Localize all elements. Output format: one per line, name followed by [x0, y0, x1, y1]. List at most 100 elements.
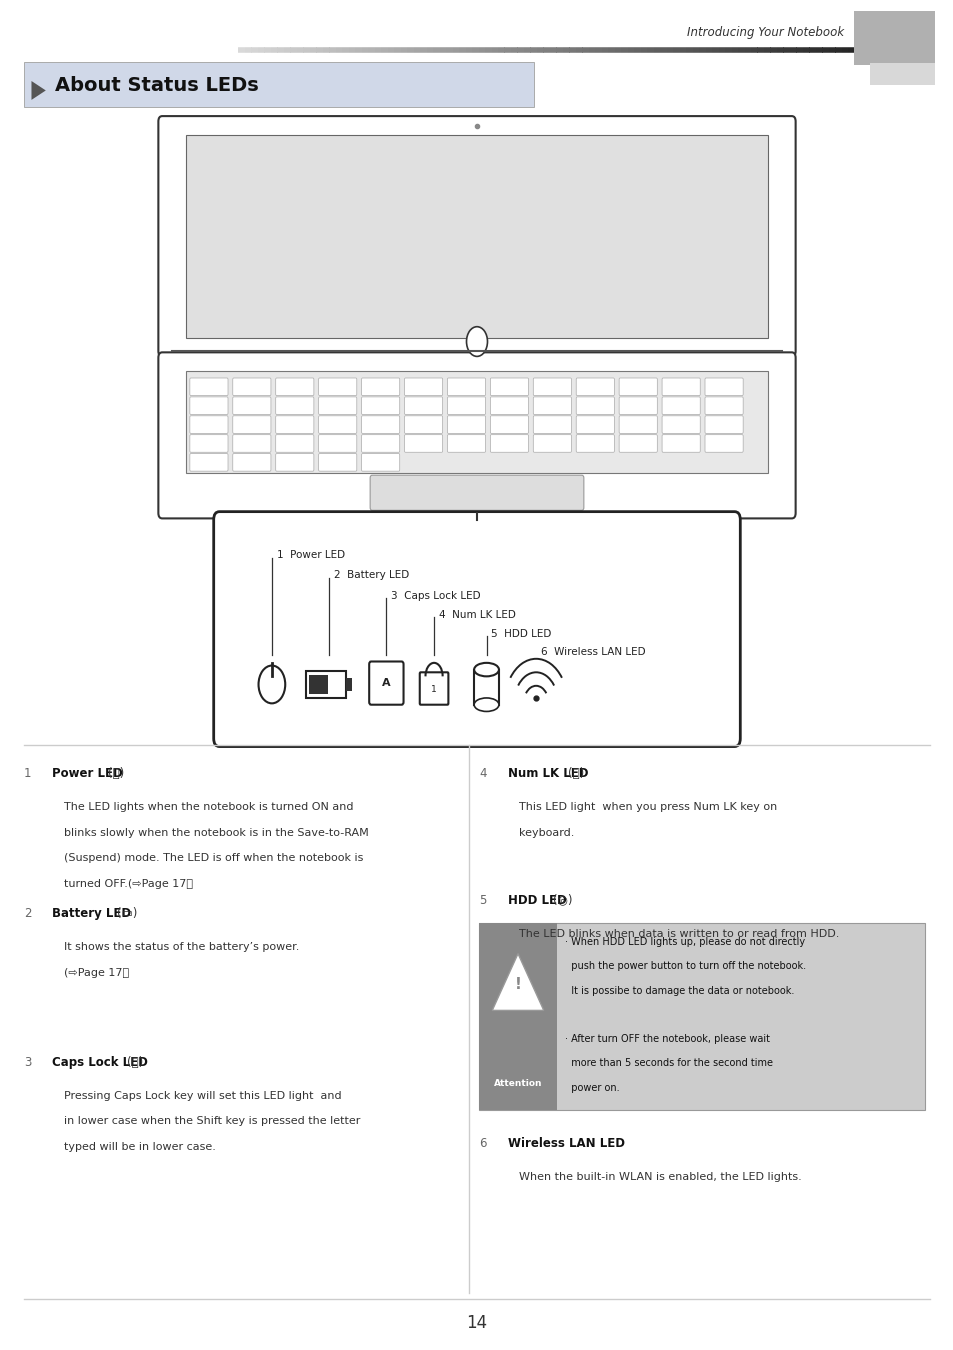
Text: It shows the status of the battery’s power.: It shows the status of the battery’s pow…: [64, 942, 299, 952]
Text: Power LED: Power LED: [52, 767, 123, 780]
FancyBboxPatch shape: [275, 454, 314, 471]
FancyBboxPatch shape: [369, 662, 403, 705]
FancyBboxPatch shape: [533, 416, 571, 433]
FancyBboxPatch shape: [318, 435, 356, 452]
Text: 1  Power LED: 1 Power LED: [276, 551, 344, 560]
FancyBboxPatch shape: [318, 416, 356, 433]
FancyBboxPatch shape: [233, 435, 271, 452]
FancyBboxPatch shape: [361, 454, 399, 471]
FancyBboxPatch shape: [474, 670, 498, 705]
FancyBboxPatch shape: [186, 371, 767, 472]
Text: turned OFF.(⇨Page 17）: turned OFF.(⇨Page 17）: [64, 879, 193, 888]
Text: About Status LEDs: About Status LEDs: [55, 76, 259, 95]
FancyBboxPatch shape: [661, 397, 700, 414]
FancyBboxPatch shape: [490, 435, 528, 452]
Text: 3  Caps Lock LED: 3 Caps Lock LED: [391, 591, 480, 601]
Text: Pressing Caps Lock key will set this LED light  and: Pressing Caps Lock key will set this LED…: [64, 1091, 341, 1100]
Text: 2: 2: [24, 907, 31, 921]
FancyBboxPatch shape: [447, 378, 485, 396]
FancyBboxPatch shape: [370, 475, 583, 510]
Text: 1: 1: [24, 767, 31, 780]
FancyBboxPatch shape: [447, 397, 485, 414]
FancyBboxPatch shape: [309, 675, 328, 694]
FancyBboxPatch shape: [490, 416, 528, 433]
FancyBboxPatch shape: [576, 378, 614, 396]
Text: Introducing Your Notebook: Introducing Your Notebook: [686, 26, 843, 39]
FancyBboxPatch shape: [318, 397, 356, 414]
FancyBboxPatch shape: [404, 397, 442, 414]
FancyBboxPatch shape: [576, 435, 614, 452]
FancyBboxPatch shape: [447, 435, 485, 452]
FancyBboxPatch shape: [869, 63, 934, 85]
FancyBboxPatch shape: [404, 435, 442, 452]
Text: Attention: Attention: [494, 1079, 541, 1088]
Text: A: A: [381, 678, 391, 688]
Ellipse shape: [474, 663, 498, 676]
FancyBboxPatch shape: [361, 435, 399, 452]
FancyBboxPatch shape: [346, 678, 352, 691]
FancyBboxPatch shape: [404, 378, 442, 396]
FancyBboxPatch shape: [158, 352, 795, 518]
FancyBboxPatch shape: [275, 378, 314, 396]
FancyBboxPatch shape: [275, 435, 314, 452]
Text: The LED blinks when data is written to or read from HDD.: The LED blinks when data is written to o…: [518, 929, 839, 938]
FancyBboxPatch shape: [275, 416, 314, 433]
Text: (Suspend) mode. The LED is off when the notebook is: (Suspend) mode. The LED is off when the …: [64, 853, 363, 863]
Polygon shape: [31, 81, 46, 100]
Text: !: !: [514, 977, 521, 992]
FancyBboxPatch shape: [361, 397, 399, 414]
FancyBboxPatch shape: [233, 454, 271, 471]
Text: power on.: power on.: [564, 1083, 618, 1092]
Text: (▭): (▭): [117, 907, 137, 921]
FancyBboxPatch shape: [186, 135, 767, 338]
FancyBboxPatch shape: [853, 11, 934, 65]
FancyBboxPatch shape: [490, 397, 528, 414]
Text: It is possibe to damage the data or notebook.: It is possibe to damage the data or note…: [564, 986, 793, 995]
FancyBboxPatch shape: [478, 923, 557, 1110]
Text: 6  Wireless LAN LED: 6 Wireless LAN LED: [540, 648, 645, 657]
FancyBboxPatch shape: [190, 378, 228, 396]
Text: (🔒): (🔒): [567, 767, 583, 780]
FancyBboxPatch shape: [233, 378, 271, 396]
FancyBboxPatch shape: [576, 416, 614, 433]
FancyBboxPatch shape: [361, 416, 399, 433]
Ellipse shape: [474, 698, 498, 711]
FancyBboxPatch shape: [618, 435, 657, 452]
FancyBboxPatch shape: [190, 397, 228, 414]
Text: 14: 14: [466, 1314, 487, 1332]
Text: (⏻): (⏻): [108, 767, 124, 780]
Text: keyboard.: keyboard.: [518, 828, 574, 837]
FancyBboxPatch shape: [618, 416, 657, 433]
FancyBboxPatch shape: [213, 512, 740, 747]
Text: (⇨Page 17）: (⇨Page 17）: [64, 968, 129, 977]
FancyBboxPatch shape: [190, 435, 228, 452]
Text: Caps Lock LED: Caps Lock LED: [52, 1056, 148, 1069]
FancyBboxPatch shape: [533, 397, 571, 414]
FancyBboxPatch shape: [661, 435, 700, 452]
FancyBboxPatch shape: [233, 397, 271, 414]
Text: 4: 4: [478, 767, 486, 780]
Text: 1: 1: [431, 686, 436, 694]
FancyBboxPatch shape: [704, 378, 742, 396]
FancyBboxPatch shape: [704, 397, 742, 414]
FancyBboxPatch shape: [478, 923, 924, 1110]
Text: The LED lights when the notebook is turned ON and: The LED lights when the notebook is turn…: [64, 802, 353, 811]
Text: HDD LED: HDD LED: [507, 894, 566, 907]
Circle shape: [258, 666, 285, 703]
FancyBboxPatch shape: [618, 397, 657, 414]
FancyBboxPatch shape: [306, 671, 346, 698]
FancyBboxPatch shape: [704, 416, 742, 433]
FancyBboxPatch shape: [419, 672, 448, 705]
FancyBboxPatch shape: [318, 378, 356, 396]
Text: blinks slowly when the notebook is in the Save-to-RAM: blinks slowly when the notebook is in th…: [64, 828, 368, 837]
Text: · After turn OFF the notebook, please wait: · After turn OFF the notebook, please wa…: [564, 1034, 769, 1044]
Text: (Ⓐ): (Ⓐ): [127, 1056, 143, 1069]
FancyBboxPatch shape: [318, 454, 356, 471]
FancyBboxPatch shape: [190, 416, 228, 433]
FancyBboxPatch shape: [158, 116, 795, 356]
FancyBboxPatch shape: [190, 454, 228, 471]
Text: Battery LED: Battery LED: [52, 907, 132, 921]
Text: Wireless LAN LED: Wireless LAN LED: [507, 1137, 624, 1150]
Text: This LED light  when you press Num LK key on: This LED light when you press Num LK key…: [518, 802, 777, 811]
Circle shape: [466, 327, 487, 356]
